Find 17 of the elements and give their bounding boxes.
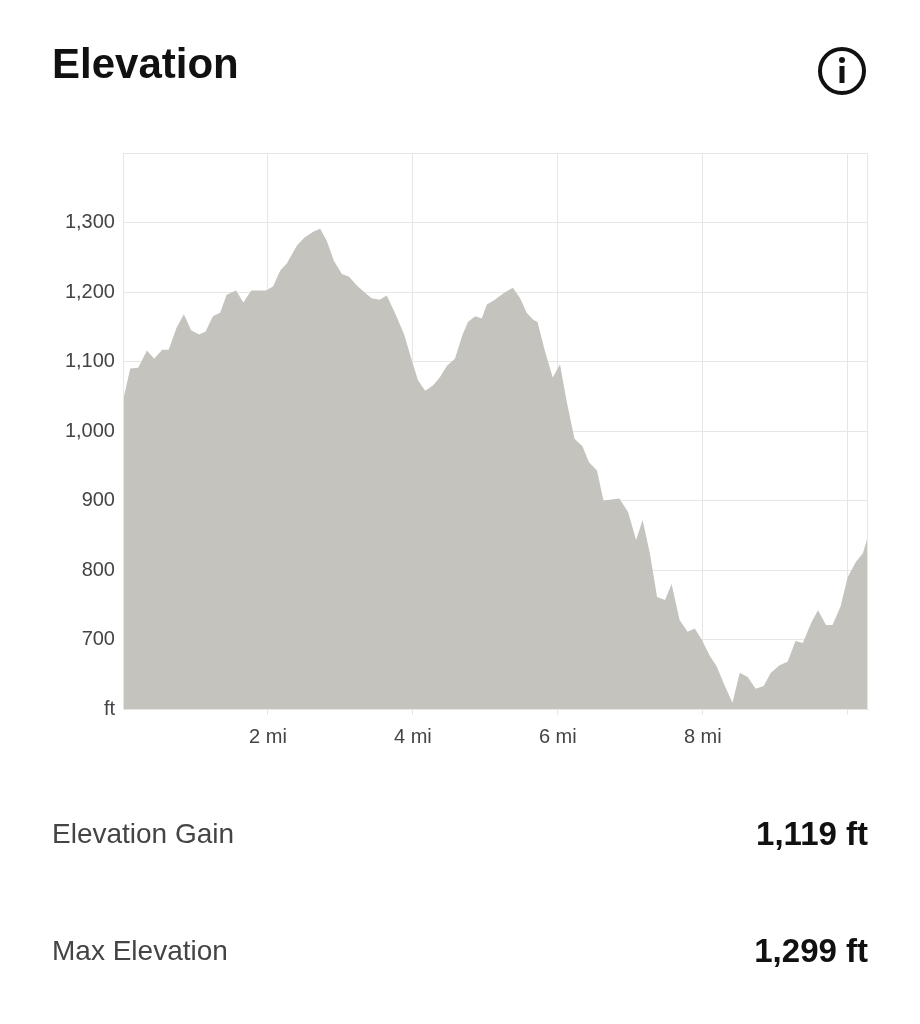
x-tick-label: 8 mi: [683, 724, 722, 747]
y-tick-label: 1,000: [64, 418, 115, 441]
y-tick-label: 800: [81, 557, 115, 580]
y-tick-label: ft: [103, 696, 116, 719]
y-tick-label: 1,200: [64, 279, 115, 302]
x-tick-label: 4 mi: [393, 724, 432, 747]
y-tick-label: 1,300: [64, 210, 115, 233]
chart-title: Elevation: [52, 40, 239, 88]
y-tick-label: 900: [81, 488, 115, 511]
x-tick-label: 6 mi: [538, 724, 577, 747]
text: 1,299 ft: [754, 932, 868, 970]
text: Elevation Gain: [52, 818, 235, 850]
y-tick-label: 1,100: [64, 349, 115, 372]
text: 1,119 ft: [756, 815, 868, 853]
text: Max Elevation: [52, 935, 228, 967]
y-tick-label: 700: [81, 627, 115, 650]
x-tick-label: 2 mi: [249, 724, 287, 747]
